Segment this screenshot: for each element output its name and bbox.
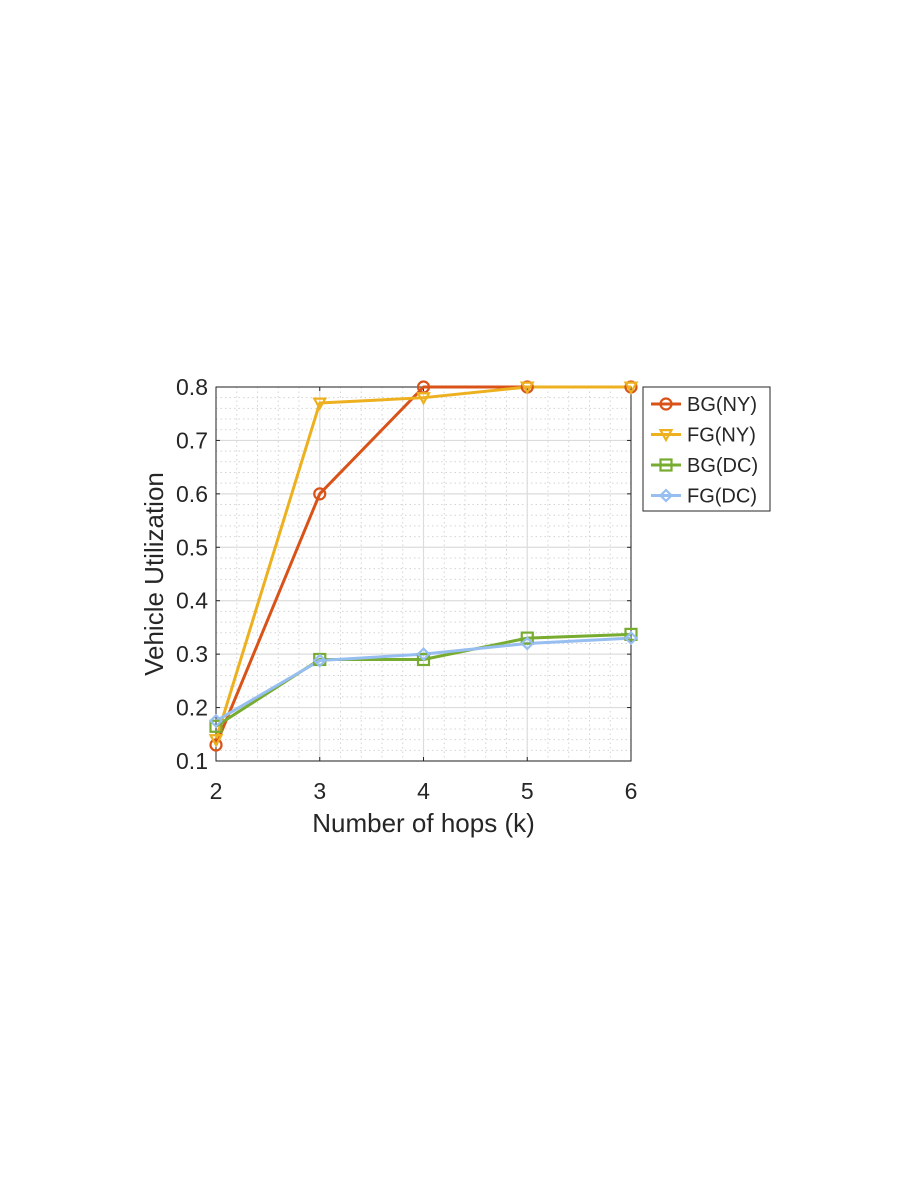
- data-point-1-3: [519, 381, 535, 395]
- y-tick-label: 0.4: [176, 588, 208, 614]
- y-axis-label: Vehicle Utilization: [139, 472, 169, 676]
- data-point-2-4: [624, 627, 638, 641]
- x-tick-label: 2: [210, 778, 223, 804]
- y-axis-ticks: 0.1 0.2 0.3 0.4 0.5 0.6 0.7 0.8: [176, 374, 631, 774]
- y-tick-label: 0.8: [176, 374, 208, 400]
- data-point-1-2: [416, 392, 431, 406]
- y-tick-label: 0.3: [176, 641, 208, 667]
- series-line-1: [214, 385, 631, 741]
- data-point-3-1: [312, 653, 327, 668]
- legend-swatch-marker: [659, 458, 673, 472]
- legend-swatch-marker: [658, 488, 674, 503]
- y-tick-label: 0.6: [176, 481, 208, 507]
- data-point-0-1: [313, 487, 327, 501]
- legend-label: BG(DC): [687, 455, 758, 477]
- data-point-3-3: [520, 636, 535, 651]
- legend-label: BG(NY): [687, 394, 757, 416]
- data-point-3-4: [623, 631, 639, 646]
- data-point-0-0: [209, 738, 223, 752]
- y-tick-label: 0.7: [176, 427, 208, 453]
- series-markers: [208, 380, 639, 752]
- y-tick-label: 0.2: [176, 695, 208, 721]
- x-tick-label: 5: [521, 778, 534, 804]
- data-point-3-2: [416, 647, 431, 662]
- legend-label: FG(DC): [687, 486, 757, 508]
- data-point-2-2: [416, 652, 431, 667]
- x-axis-label: Number of hops (k): [312, 808, 535, 838]
- data-point-3-0: [208, 713, 224, 728]
- data-point-2-3: [520, 631, 534, 645]
- legend-swatch-marker: [659, 397, 673, 411]
- x-axis-ticks: 2 3 4 5 6: [210, 387, 638, 804]
- legend-label: FG(NY): [687, 425, 756, 447]
- x-tick-label: 6: [625, 778, 638, 804]
- data-point-2-0: [209, 719, 223, 733]
- y-tick-label: 0.1: [176, 748, 208, 774]
- legend-swatch-marker: [658, 429, 674, 443]
- x-tick-label: 3: [313, 778, 326, 804]
- data-point-1-4: [623, 381, 639, 395]
- legend: BG(NY) FG(NY) BG(DC) FG(DC): [642, 386, 771, 512]
- x-tick-label: 4: [417, 778, 430, 804]
- data-point-1-1: [312, 397, 328, 411]
- y-tick-label: 0.5: [176, 534, 208, 560]
- data-point-1-0: [208, 734, 224, 748]
